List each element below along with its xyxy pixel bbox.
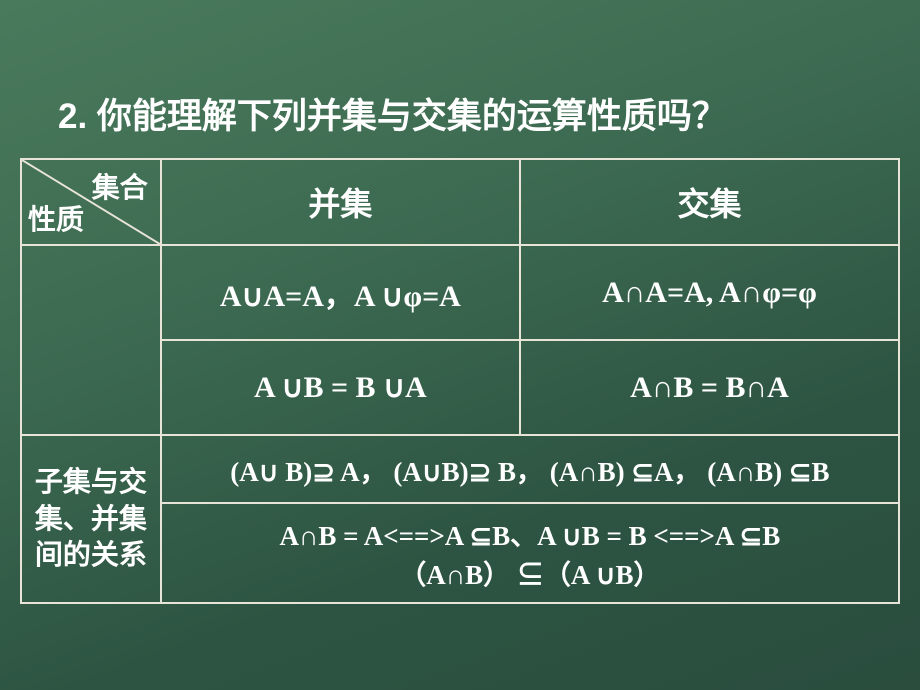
side-blank — [21, 245, 161, 435]
header-diagonal: 集合 性质 — [21, 159, 161, 245]
diag-top-label: 集合 — [92, 166, 148, 206]
cell-union-comm: A ∪B = B ∪A — [161, 340, 520, 435]
equiv-line2: （A∩B） ⊆（A ∪B） — [162, 553, 898, 592]
cell-subset-relations: (A∪ B)⊇ A， (A∪B)⊇ B， (A∩B) ⊆A， (A∩B) ⊆B — [161, 435, 899, 503]
cell-equiv-relations: A∩B = A<==>A ⊆B、A ∪B = B <==>A ⊆B （A∩B） … — [161, 503, 899, 603]
cell-union-idem: A∪A=A，A ∪φ=A — [161, 245, 520, 340]
cell-inter-comm: A∩B = B∩A — [520, 340, 899, 435]
side-label-subset: 子集与交集、并集间的关系 — [21, 435, 161, 603]
diag-bottom-label: 性质 — [28, 198, 84, 238]
equiv-line1: A∩B = A<==>A ⊆B、A ∪B = B <==>A ⊆B — [162, 514, 898, 553]
properties-table: 集合 性质 并集 交集 A∪A=A，A ∪φ=A A∩A=A, A∩φ=φ A … — [20, 158, 900, 604]
slide-title: 2. 你能理解下列并集与交集的运算性质吗？ — [58, 88, 727, 139]
header-intersection: 交集 — [520, 159, 899, 245]
cell-inter-idem: A∩A=A, A∩φ=φ — [520, 245, 899, 340]
header-union: 并集 — [161, 159, 520, 245]
